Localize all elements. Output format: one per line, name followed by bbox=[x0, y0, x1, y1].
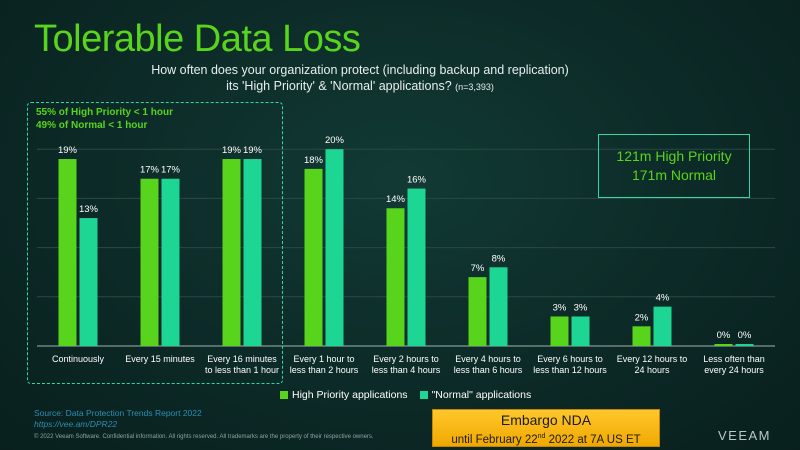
source-link[interactable]: https://vee.am/DPR22 bbox=[34, 419, 118, 429]
x-tick-label: Every 15 minutes bbox=[125, 354, 195, 364]
data-label: 8% bbox=[492, 253, 506, 264]
highlight-high-priority: 55% of High Priority < 1 hour bbox=[36, 107, 173, 118]
sample-size: (n=3,393) bbox=[455, 82, 494, 92]
x-tick-label: less than 4 hours bbox=[372, 365, 441, 375]
data-label: 19% bbox=[58, 145, 78, 156]
x-tick-label: to less than 1 hour bbox=[205, 365, 279, 375]
data-label: 16% bbox=[407, 175, 427, 186]
bar-normal bbox=[489, 267, 508, 346]
bar-normal bbox=[407, 188, 426, 346]
data-label: 3% bbox=[553, 302, 567, 313]
data-label: 4% bbox=[656, 293, 670, 304]
x-tick-label: Every 16 minutes bbox=[207, 354, 277, 364]
bar-normal bbox=[653, 306, 672, 346]
embargo-date: until February 22nd 2022 at 7A US ET bbox=[451, 433, 641, 446]
bar-high bbox=[304, 168, 323, 346]
source-prefix: Source: bbox=[34, 408, 66, 418]
bar-normal bbox=[243, 159, 262, 346]
highlight-box bbox=[27, 102, 283, 384]
data-label: 0% bbox=[738, 330, 752, 341]
callout-normal: 171m Normal bbox=[631, 167, 717, 183]
data-label: 17% bbox=[140, 165, 160, 176]
data-label: 7% bbox=[471, 263, 485, 274]
x-tick-label: less than 2 hours bbox=[290, 365, 359, 375]
copyright-notice: © 2022 Veeam Software. Confidential info… bbox=[34, 434, 374, 440]
x-tick-label: less than 12 hours bbox=[533, 365, 607, 375]
bar-high bbox=[632, 326, 651, 346]
data-label: 19% bbox=[243, 145, 263, 156]
x-tick-label: 24 hours bbox=[634, 365, 670, 375]
source-note: Source: Data Protection Trends Report 20… bbox=[34, 408, 202, 418]
source-name: Data Protection Trends Report 2022 bbox=[65, 408, 202, 418]
x-tick-label: every 24 hours bbox=[704, 365, 764, 375]
data-label: 14% bbox=[386, 194, 406, 205]
bar-high bbox=[468, 277, 487, 346]
slide-title: Tolerable Data Loss bbox=[34, 18, 361, 60]
data-label: 2% bbox=[635, 312, 649, 323]
data-label: 0% bbox=[717, 330, 731, 341]
highlight-normal: 49% of Normal < 1 hour bbox=[36, 120, 148, 131]
data-label: 20% bbox=[325, 135, 345, 146]
bar-high bbox=[140, 178, 159, 346]
legend-swatch-high bbox=[280, 391, 288, 399]
data-label: 17% bbox=[161, 165, 181, 176]
data-label: 13% bbox=[79, 204, 99, 215]
bar-normal bbox=[79, 218, 98, 346]
subtitle-line-2: its 'High Priority' & 'Normal' applicati… bbox=[226, 79, 494, 93]
bar-normal bbox=[571, 316, 590, 346]
bar-normal bbox=[735, 344, 754, 346]
bar-high bbox=[550, 316, 569, 346]
embargo-title: Embargo NDA bbox=[500, 412, 592, 428]
chart-legend: High Priority applications "Normal" appl… bbox=[280, 389, 531, 401]
bar-high bbox=[222, 159, 241, 346]
chart-subtitle: How often does your organization protect… bbox=[150, 62, 570, 95]
legend-label-normal: "Normal" applications bbox=[431, 389, 532, 401]
x-tick-label: Every 2 hours to bbox=[373, 354, 439, 364]
veeam-logo: VEEAM bbox=[718, 428, 772, 443]
data-label: 18% bbox=[304, 155, 324, 166]
bar-high bbox=[58, 159, 77, 346]
bar-normal bbox=[325, 149, 344, 346]
subtitle-line-1: How often does your organization protect… bbox=[151, 63, 569, 77]
x-tick-label: Every 12 hours to bbox=[617, 354, 688, 364]
legend-item-normal: "Normal" applications bbox=[419, 389, 532, 401]
legend-label-high: High Priority applications bbox=[292, 389, 408, 401]
bar-normal bbox=[161, 178, 180, 346]
x-tick-label: Less often than bbox=[703, 354, 765, 364]
callout-high-priority: 121m High Priority bbox=[616, 148, 732, 164]
data-label: 19% bbox=[222, 145, 242, 156]
x-tick-label: Every 1 hour to bbox=[293, 354, 354, 364]
bar-high bbox=[386, 208, 405, 346]
data-label: 3% bbox=[574, 302, 588, 313]
x-tick-label: Every 4 hours to bbox=[455, 354, 521, 364]
x-tick-label: less than 6 hours bbox=[454, 365, 523, 375]
x-tick-label: Every 6 hours to bbox=[537, 354, 603, 364]
total-callout: 121m High Priority 171m Normal bbox=[598, 134, 750, 198]
embargo-banner: Embargo NDA until February 22nd 2022 at … bbox=[432, 409, 660, 447]
x-tick-label: Continuously bbox=[52, 354, 105, 364]
legend-item-high: High Priority applications bbox=[280, 389, 408, 401]
bar-high bbox=[714, 344, 733, 346]
legend-swatch-normal bbox=[419, 391, 428, 399]
